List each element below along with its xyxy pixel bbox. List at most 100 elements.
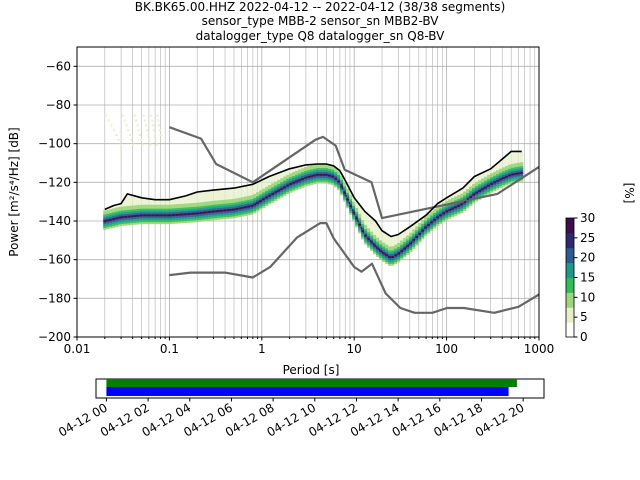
density-cell [292,189,296,192]
density-cell [505,181,509,184]
density-cell [133,214,137,218]
density-cell [481,187,485,191]
density-cell [150,114,153,117]
density-cell [406,237,410,240]
chart-title-line-2: sensor_type MBB-2 sensor_sn MBB2-BV [201,14,439,28]
density-cell [187,207,191,210]
density-cell [451,213,455,216]
density-cell [418,221,422,224]
density-cell [202,201,206,205]
density-cell [232,192,236,196]
density-cell [163,212,167,215]
density-cell [280,191,284,194]
density-cell [106,213,110,216]
density-cell [442,202,446,205]
density-cell [208,216,212,219]
density-cell [427,231,431,234]
density-cell [238,209,242,212]
density-cell [256,209,260,212]
density-cell [160,202,164,205]
density-cell [190,218,194,221]
density-cell [202,192,206,195]
density-cell [211,194,215,198]
density-cell [196,192,200,196]
density-cell [148,198,152,201]
density-cell [106,215,110,218]
density-cell [361,237,365,240]
density-cell [514,159,518,162]
density-cell [448,210,452,213]
density-cell [250,212,254,215]
density-cell [133,220,137,223]
density-cell [184,195,188,198]
density-cell [514,174,518,177]
density-cell [301,183,305,186]
density-cell [472,181,476,185]
density-cell [211,214,215,217]
density-cell [517,154,521,158]
density-cell [247,186,251,189]
density-cell [319,167,323,170]
density-cell [373,232,377,235]
density-cell [208,208,212,212]
density-cell [415,237,419,240]
density-cell [280,193,284,196]
density-cell [415,239,419,242]
density-cell [406,239,410,242]
density-cell [271,194,275,197]
density-cell [193,200,197,204]
density-cell [400,253,404,257]
density-cell [415,230,419,233]
density-cell [340,193,344,196]
density-cell [154,216,158,219]
density-cell [292,185,296,188]
density-cell [241,202,245,205]
density-cell [145,218,149,221]
density-cell [169,204,173,207]
density-cell [187,214,191,217]
density-cell [196,208,200,211]
density-cell [331,165,335,168]
density-cell [304,178,308,181]
series-line-mode [104,172,522,259]
density-cell [262,190,266,193]
density-cell [349,200,353,204]
density-cell [466,185,470,188]
colorbar-segment [566,322,574,338]
density-cell [514,151,518,154]
density-cell [190,208,194,211]
density-cell [505,169,509,172]
density-cell [292,187,296,190]
density-cell [469,194,473,197]
density-cell [220,196,224,199]
density-cell [280,174,284,177]
density-cell [250,193,254,196]
density-cell [202,217,206,220]
density-cell [256,205,260,208]
density-cell [370,233,374,236]
series-line-nhnm [169,126,540,220]
density-cell [445,218,449,221]
density-cell [409,236,413,239]
density-cell [187,220,191,223]
density-cell [376,252,380,256]
density-cell [373,226,377,230]
density-cell [136,212,140,215]
density-cell [109,214,113,217]
density-cell [517,164,521,167]
density-cell [439,212,443,215]
density-cell [436,221,440,225]
density-cell [304,164,308,168]
density-cell [220,192,224,195]
density-cell [220,199,224,203]
density-cell [223,215,227,218]
density-cell [400,246,404,249]
density-cell [133,199,137,202]
density-cell [487,188,491,191]
density-cell [424,218,428,221]
density-cell [148,221,152,225]
density-cell [352,203,356,206]
density-cell [364,226,368,230]
density-cell [274,198,278,202]
density-cell [352,201,356,204]
